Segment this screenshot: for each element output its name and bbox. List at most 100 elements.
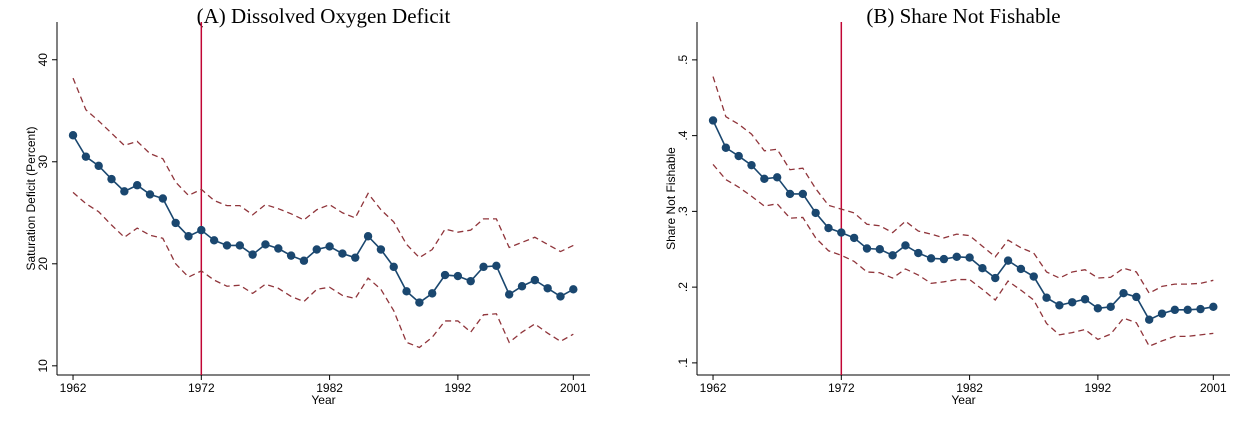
data-point <box>798 189 808 199</box>
data-point <box>939 254 949 264</box>
data-point <box>1042 293 1051 302</box>
data-point <box>158 194 168 203</box>
series-line <box>72 134 574 304</box>
data-point <box>68 131 78 140</box>
data-point <box>453 271 463 281</box>
data-point <box>965 253 974 262</box>
data-point <box>926 254 936 263</box>
y-tick-label: 40 <box>36 53 50 67</box>
x-tick-label: 1972 <box>828 381 855 395</box>
data-point <box>145 190 155 199</box>
y-tick-label: 20 <box>36 257 50 271</box>
series-line <box>72 77 574 259</box>
data-point <box>235 241 244 250</box>
x-tick-label: 1982 <box>316 381 343 395</box>
y-tick-label: .3 <box>676 206 690 216</box>
data-point <box>440 270 450 280</box>
x-tick-label: 2001 <box>560 381 587 395</box>
data-point <box>299 256 309 265</box>
data-point <box>785 189 795 199</box>
data-point <box>530 275 540 285</box>
data-point <box>914 248 923 258</box>
data-point <box>402 287 411 296</box>
data-point <box>849 233 859 243</box>
y-tick-label: .1 <box>676 358 690 368</box>
y-tick-label: .5 <box>676 55 690 65</box>
data-point <box>338 249 347 258</box>
data-point <box>837 228 846 237</box>
data-point <box>875 245 884 254</box>
data-point <box>94 161 103 171</box>
data-point <box>504 290 514 299</box>
data-point <box>466 276 475 286</box>
y-axis-label: Share Not Fishable <box>664 147 678 250</box>
data-point <box>1068 298 1077 307</box>
data-point <box>991 273 1000 283</box>
data-point <box>1132 292 1141 302</box>
data-point <box>184 232 193 241</box>
data-point <box>428 289 437 298</box>
series-line <box>712 76 1214 295</box>
data-point <box>1055 301 1064 310</box>
data-point <box>415 298 424 307</box>
x-tick-label: 1962 <box>700 381 727 395</box>
series-line <box>712 163 1214 348</box>
series-line <box>72 191 574 349</box>
x-axis-label: Year <box>951 393 975 407</box>
data-point <box>197 225 206 235</box>
data-point <box>1119 288 1128 298</box>
data-point <box>248 250 257 259</box>
y-axis-label: Saturation Deficit (Percent) <box>24 126 38 270</box>
x-tick-label: 1972 <box>188 381 215 395</box>
data-point <box>1183 305 1192 315</box>
y-tick-label: 30 <box>36 155 50 169</box>
series-line <box>712 120 1214 321</box>
data-point <box>312 245 321 254</box>
data-point <box>1170 305 1180 315</box>
data-point <box>811 208 820 218</box>
x-axis-label: Year <box>311 393 335 407</box>
data-point <box>543 284 552 293</box>
data-point <box>171 218 180 228</box>
data-point <box>286 251 296 260</box>
data-point <box>760 174 769 184</box>
chart-title: (B) Share Not Fishable <box>866 4 1060 28</box>
data-point <box>824 223 833 233</box>
data-point <box>261 240 270 249</box>
data-point <box>222 241 232 250</box>
data-point <box>862 244 872 253</box>
data-point <box>901 241 910 250</box>
data-point <box>389 262 398 272</box>
x-tick-label: 1992 <box>445 381 472 395</box>
x-tick-label: 1962 <box>60 381 87 395</box>
data-point <box>1144 315 1154 324</box>
data-point <box>81 152 91 161</box>
data-point <box>708 116 718 125</box>
x-tick-label: 1982 <box>956 381 983 395</box>
x-tick-label: 1992 <box>1085 381 1112 395</box>
data-point <box>734 151 743 161</box>
data-point <box>888 251 897 260</box>
data-point <box>721 143 731 152</box>
data-point <box>1106 302 1115 312</box>
data-point <box>274 244 283 253</box>
y-tick-label: .4 <box>676 130 690 140</box>
data-point <box>1196 304 1205 314</box>
data-point <box>479 262 488 272</box>
data-point <box>952 252 961 262</box>
data-point <box>209 236 219 245</box>
data-point <box>363 232 373 241</box>
data-point <box>772 173 782 182</box>
y-tick-label: 10 <box>36 359 50 373</box>
data-point <box>376 245 386 254</box>
chart-title: (A) Dissolved Oxygen Deficit <box>197 4 451 28</box>
y-tick-label: .2 <box>676 282 690 292</box>
data-point <box>132 181 142 190</box>
data-point <box>1003 256 1013 265</box>
data-point <box>569 285 578 294</box>
data-point <box>1029 272 1038 281</box>
data-point <box>325 242 334 251</box>
data-point <box>1209 302 1218 312</box>
data-point <box>1016 264 1026 274</box>
